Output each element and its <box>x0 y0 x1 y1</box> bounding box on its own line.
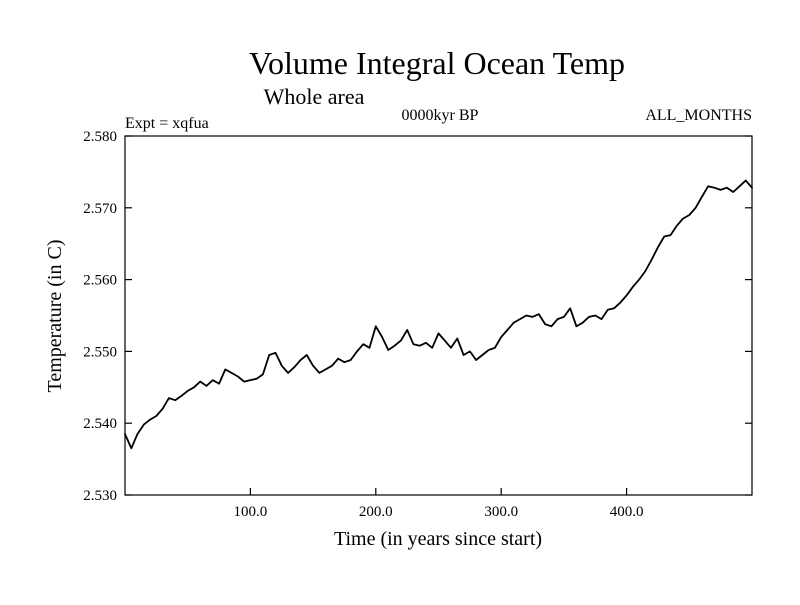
x-tick-label: 400.0 <box>610 504 644 520</box>
chart-subtitle: Whole area <box>264 84 365 109</box>
plot-frame <box>124 135 753 496</box>
y-tick-label: 2.560 <box>83 273 117 289</box>
y-tick-label: 2.580 <box>83 129 117 145</box>
y-tick-label: 2.530 <box>83 488 117 504</box>
x-tick-label: 300.0 <box>484 504 518 520</box>
x-tick-label: 100.0 <box>234 504 268 520</box>
chart-title: Volume Integral Ocean Temp <box>249 45 625 81</box>
x-axis-label: Time (in years since start) <box>334 528 542 550</box>
months-label: ALL_MONTHS <box>645 107 752 124</box>
series-line <box>124 179 753 450</box>
period-label: 0000kyr BP <box>402 107 479 124</box>
experiment-label: Expt = xqfua <box>125 115 209 132</box>
series-layer <box>124 179 753 450</box>
x-tick-label: 200.0 <box>359 504 393 520</box>
x-axis-ticks: 100.0 200.0 300.0 400.0 <box>234 488 644 520</box>
y-tick-label: 2.550 <box>83 344 117 360</box>
y-tick-label: 2.570 <box>83 201 117 217</box>
y-axis-label: Temperature (in C) <box>44 240 66 393</box>
y-axis-ticks: 2.530 2.540 2.550 2.560 2.570 2.580 <box>83 129 752 504</box>
y-tick-label: 2.540 <box>83 416 117 432</box>
